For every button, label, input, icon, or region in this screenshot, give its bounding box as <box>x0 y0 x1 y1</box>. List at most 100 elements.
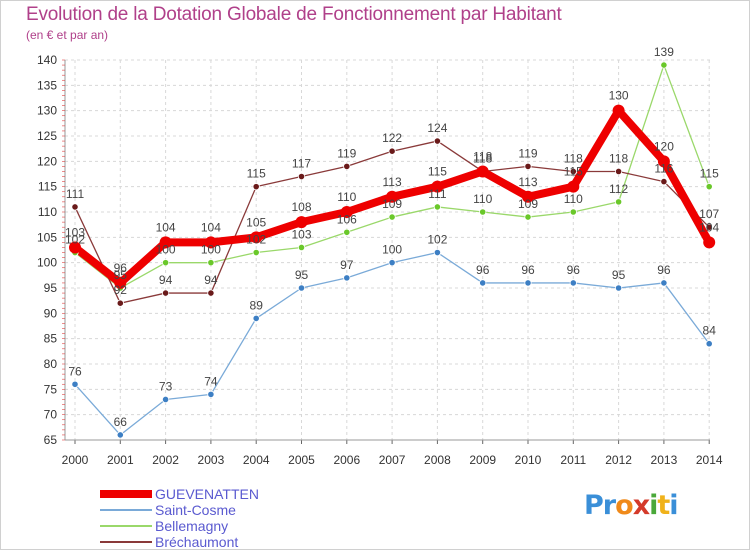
data-label-3: 119 <box>518 146 537 160</box>
data-point-1 <box>71 380 79 388</box>
data-point-3 <box>705 223 713 231</box>
x-tick-label: 2001 <box>107 453 134 467</box>
x-tick-label: 2002 <box>152 453 179 467</box>
data-label-0: 108 <box>291 200 311 214</box>
logo-letter: i <box>669 490 678 521</box>
data-label-3: 124 <box>427 121 447 135</box>
y-tick-label: 120 <box>37 154 57 168</box>
data-label-3: 111 <box>66 187 85 201</box>
data-label-2: 95 <box>114 268 128 282</box>
data-point-1 <box>162 395 170 404</box>
data-label-3: 119 <box>337 146 356 160</box>
y-tick-label: 100 <box>37 256 57 270</box>
data-label-3: 118 <box>473 151 492 165</box>
data-point-1 <box>479 279 487 287</box>
grid <box>65 59 710 441</box>
data-label-2: 106 <box>337 212 357 226</box>
y-tick-label: 125 <box>37 129 57 143</box>
data-point-3 <box>569 167 577 176</box>
data-points <box>69 61 716 439</box>
data-point-3 <box>660 178 668 186</box>
legend-label: Bréchaumont <box>155 534 239 550</box>
data-label-3: 115 <box>247 167 266 181</box>
data-label-2: 109 <box>382 197 402 211</box>
data-label-0: 104 <box>201 220 221 234</box>
data-label-1: 96 <box>657 263 671 277</box>
data-label-2: 102 <box>65 233 85 247</box>
data-label-1: 97 <box>340 258 354 272</box>
data-point-1 <box>569 279 577 287</box>
data-label-0: 115 <box>428 165 447 179</box>
data-point-3 <box>252 183 260 191</box>
data-label-2: 102 <box>246 233 266 247</box>
logo-letter: i <box>649 490 658 521</box>
data-point-2 <box>614 198 623 206</box>
y-tick-label: 115 <box>38 180 57 194</box>
logo-letter: t <box>657 490 670 521</box>
data-label-0: 115 <box>564 165 583 179</box>
data-point-1 <box>524 279 532 287</box>
data-point-0 <box>340 206 353 218</box>
data-point-2 <box>433 203 441 211</box>
data-point-1 <box>116 431 124 439</box>
data-label-3: 122 <box>382 131 402 145</box>
y-tick-label: 70 <box>44 408 58 422</box>
data-point-1 <box>433 248 441 257</box>
data-label-0: 104 <box>699 220 719 234</box>
x-tick-label: 2013 <box>651 453 678 467</box>
data-point-0 <box>295 216 308 229</box>
axes: 65 70 75 80 85 90 95 100 105 110 115 120 125 130 135 14… <box>37 53 723 467</box>
logo-letter: r <box>602 490 616 521</box>
legend-label: Bellemagny <box>155 518 229 534</box>
plot-area <box>65 60 710 440</box>
legend-swatch <box>100 490 152 498</box>
data-label-3: 118 <box>609 151 628 165</box>
data-label-2: 103 <box>291 227 311 241</box>
y-tick-label: 95 <box>44 281 58 295</box>
data-label-1: 76 <box>68 364 82 378</box>
y-tick-label: 105 <box>37 230 57 244</box>
data-label-1: 95 <box>612 268 626 282</box>
data-label-2: 110 <box>473 192 492 206</box>
x-tick-label: 2005 <box>288 453 315 467</box>
data-point-0 <box>204 236 217 249</box>
data-point-0 <box>431 180 444 193</box>
chart-title: Evolution de la Dotation Globale de Fonc… <box>26 4 562 25</box>
y-tick-label: 135 <box>37 78 57 92</box>
data-label-0: 113 <box>383 175 402 189</box>
data-point-1 <box>388 259 396 267</box>
data-point-0 <box>250 231 263 244</box>
data-point-2 <box>343 228 351 236</box>
data-label-0: 120 <box>654 139 674 153</box>
data-label-1: 66 <box>114 415 128 429</box>
data-point-1 <box>252 314 260 322</box>
data-point-0 <box>522 190 534 203</box>
data-point-2 <box>162 259 170 267</box>
data-label-0: 96 <box>114 261 128 275</box>
data-point-0 <box>386 190 399 203</box>
data-label-2: 139 <box>654 45 674 59</box>
data-point-3 <box>116 299 124 307</box>
data-point-1 <box>207 390 215 398</box>
logo-letter: o <box>615 490 634 521</box>
y-tick-label: 130 <box>37 104 57 118</box>
data-label-0: 110 <box>337 190 356 204</box>
data-point-3 <box>162 289 170 297</box>
data-label-1: 84 <box>703 324 717 338</box>
x-tick-label: 2004 <box>243 453 270 467</box>
y-tick-label: 80 <box>44 357 58 371</box>
data-point-1 <box>343 274 351 282</box>
data-label-2: 100 <box>156 243 176 257</box>
data-label-2: 112 <box>609 182 628 196</box>
x-tick-label: 2000 <box>62 453 89 467</box>
x-tick-label: 2009 <box>469 453 496 467</box>
data-point-2 <box>524 213 532 221</box>
data-point-1 <box>705 340 713 348</box>
data-point-2 <box>297 243 306 252</box>
data-point-3 <box>524 162 532 170</box>
y-tick-label: 90 <box>44 306 58 320</box>
data-point-3 <box>343 162 351 170</box>
data-label-3: 117 <box>292 157 311 171</box>
y-tick-label: 85 <box>44 332 58 346</box>
